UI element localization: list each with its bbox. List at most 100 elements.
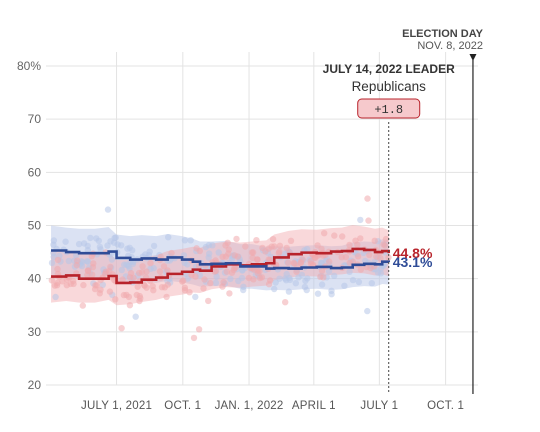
poll-dot bbox=[342, 253, 350, 261]
poll-dot bbox=[265, 281, 273, 288]
poll-dot bbox=[212, 267, 220, 275]
x-tick-label: OCT. 1 bbox=[164, 400, 201, 412]
poll-dot bbox=[150, 242, 158, 250]
poll-dot bbox=[106, 288, 114, 295]
poll-dot bbox=[150, 287, 157, 294]
poll-dot bbox=[74, 257, 81, 264]
poll-dot bbox=[366, 251, 373, 258]
poll-dot bbox=[238, 274, 246, 282]
poll-dot bbox=[89, 271, 96, 278]
poll-dot bbox=[80, 281, 87, 289]
poll-dot bbox=[184, 261, 191, 268]
poll-dot bbox=[186, 289, 193, 296]
poll-dot bbox=[230, 266, 237, 274]
y-tick-label: 80% bbox=[17, 59, 41, 73]
poll-dot bbox=[331, 272, 338, 279]
poll-dot bbox=[318, 281, 326, 288]
poll-dot bbox=[283, 270, 290, 278]
poll-dot bbox=[181, 284, 189, 291]
end-value-label: 43.1% bbox=[393, 254, 433, 270]
poll-dot bbox=[292, 280, 299, 287]
poll-dot bbox=[205, 297, 212, 305]
poll-dot bbox=[88, 253, 96, 260]
poll-dot bbox=[346, 241, 353, 249]
poll-dot bbox=[302, 277, 309, 285]
poll-dot bbox=[48, 259, 56, 267]
poll-dot bbox=[368, 280, 375, 287]
poll-dot bbox=[272, 279, 279, 286]
poll-dot bbox=[54, 256, 62, 264]
poll-dot bbox=[318, 245, 325, 253]
poll-dot bbox=[112, 296, 119, 303]
poll-dot bbox=[160, 263, 168, 270]
poll-dot bbox=[206, 250, 213, 257]
poll-dot bbox=[54, 279, 61, 286]
poll-dot bbox=[226, 290, 233, 297]
poll-dot bbox=[265, 256, 272, 263]
election-day-date: NOV. 8, 2022 bbox=[417, 40, 483, 52]
poll-dot bbox=[139, 263, 146, 270]
poll-dot bbox=[317, 273, 324, 280]
x-tick-label: OCT. 1 bbox=[427, 400, 464, 412]
poll-dot bbox=[93, 282, 101, 289]
poll-dot bbox=[104, 206, 112, 213]
poll-dot bbox=[165, 234, 172, 241]
poll-dot bbox=[161, 284, 168, 291]
end-value-labels: 44.8%43.1% bbox=[393, 245, 433, 270]
poll-dot bbox=[371, 237, 378, 244]
y-tick-label: 20 bbox=[28, 378, 42, 392]
poll-dot bbox=[79, 302, 87, 309]
poll-dot bbox=[357, 266, 364, 273]
poll-dot bbox=[265, 245, 272, 252]
poll-dot bbox=[127, 269, 135, 277]
poll-dot bbox=[75, 240, 83, 248]
poll-dot bbox=[62, 238, 69, 245]
poll-dot bbox=[357, 235, 364, 242]
poll-dot bbox=[147, 259, 154, 267]
x-tick-label: JAN. 1, 2022 bbox=[215, 400, 284, 412]
poll-dot bbox=[96, 243, 104, 251]
x-tick-label: JULY 1, 2021 bbox=[81, 400, 152, 412]
poll-dot bbox=[382, 235, 390, 243]
poll-dot bbox=[119, 276, 126, 283]
x-tick-label: APRIL 1 bbox=[292, 400, 336, 412]
poll-dot bbox=[325, 268, 333, 275]
poll-dot bbox=[295, 274, 302, 281]
poll-dot bbox=[245, 274, 253, 282]
y-tick-label: 40 bbox=[28, 272, 42, 286]
poll-dot bbox=[293, 268, 300, 275]
end-value-label: 44.8% bbox=[393, 245, 433, 261]
poll-dot bbox=[84, 267, 92, 274]
poll-dot bbox=[145, 251, 153, 259]
poll-dot bbox=[282, 299, 289, 306]
poll-dot bbox=[365, 217, 372, 224]
poll-dot bbox=[283, 277, 290, 284]
poll-dot bbox=[331, 232, 338, 239]
poll-dot bbox=[326, 258, 333, 265]
poll-dot bbox=[213, 273, 220, 280]
poll-dot bbox=[283, 244, 290, 252]
poll-dot bbox=[102, 270, 109, 277]
poll-dot bbox=[130, 274, 137, 281]
poll-dot bbox=[346, 259, 353, 266]
poll-dot bbox=[276, 242, 284, 249]
poll-dot bbox=[97, 286, 104, 293]
poll-dot bbox=[301, 283, 309, 291]
poll-dot bbox=[215, 249, 222, 256]
average-line bbox=[51, 249, 391, 270]
poll-dot bbox=[65, 257, 73, 265]
poll-dot bbox=[254, 269, 261, 277]
poll-dot bbox=[137, 295, 144, 302]
poll-dot bbox=[118, 266, 126, 274]
poll-dot bbox=[297, 259, 305, 266]
poll-dot bbox=[187, 237, 194, 244]
poll-dot bbox=[207, 279, 214, 287]
poll-dot bbox=[317, 259, 325, 267]
poll-dot bbox=[93, 235, 100, 242]
poll-dot bbox=[256, 274, 264, 282]
x-tick-label: JULY 1 bbox=[360, 400, 398, 412]
poll-dot bbox=[357, 216, 364, 224]
poll-dot bbox=[201, 276, 208, 283]
poll-dot bbox=[163, 293, 170, 301]
